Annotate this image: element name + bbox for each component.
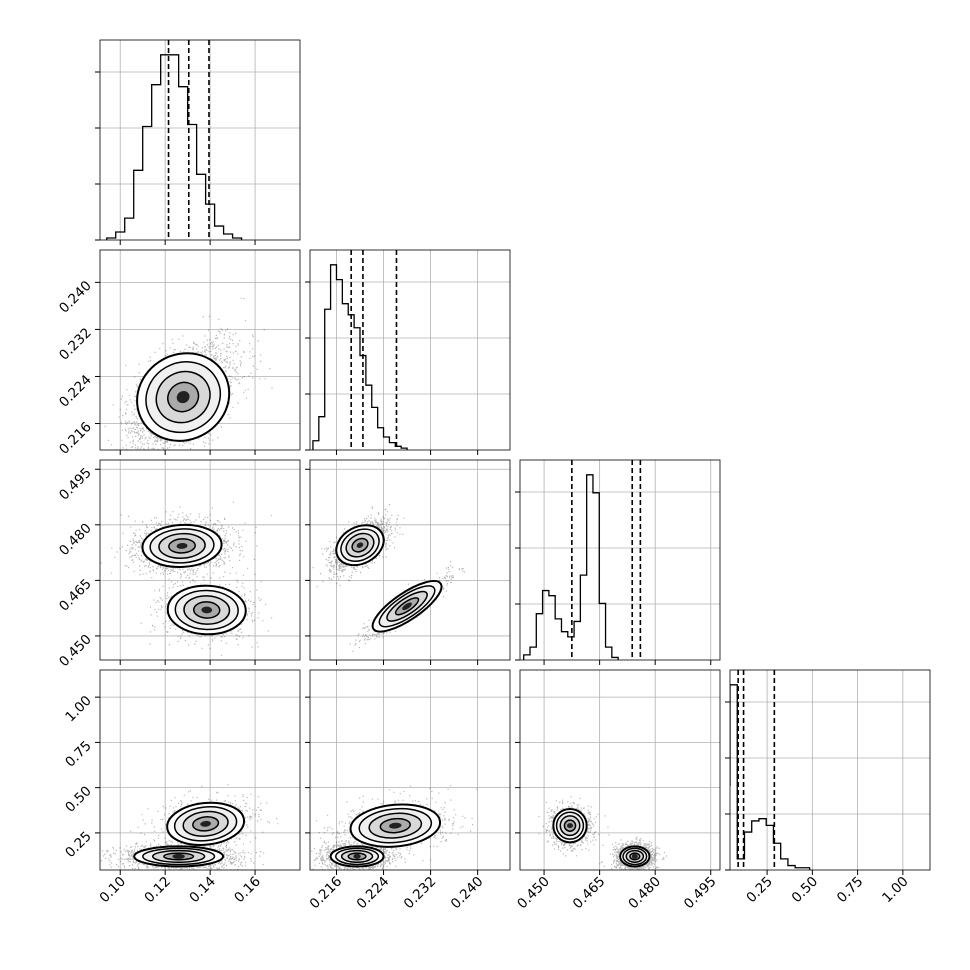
contour-1-4 [389, 822, 402, 829]
grid [730, 670, 930, 870]
histogram-p0 [106, 54, 243, 240]
y-tick-label-p3: 0.75 [62, 738, 95, 771]
x-tick-label-p0: 0.10 [96, 874, 129, 907]
y-tick-label-p1: 0.240 [56, 278, 95, 317]
x-tick-label-p0: 0.12 [141, 874, 174, 907]
scatter-p3-p2 [538, 796, 668, 870]
x-tick-label-p1: 0.224 [354, 874, 393, 913]
scatter-p2-p0 [100, 501, 273, 657]
contour-1-4 [567, 823, 573, 829]
panel-frame [99, 459, 301, 661]
x-tick-label-p1: 0.240 [448, 874, 487, 913]
y-tick-label-p2: 0.495 [56, 465, 95, 504]
scatter-p3-p0 [100, 784, 279, 870]
panel-p1-p1 [305, 249, 511, 455]
y-tick-label-p2: 0.465 [56, 576, 95, 615]
contour-1-4 [200, 820, 211, 827]
panel-frame [519, 669, 721, 871]
contour-0-4 [176, 542, 188, 549]
x-tick-label-p1: 0.232 [401, 874, 440, 913]
y-tick-label-p3: 0.50 [62, 783, 95, 816]
x-tick-label-p3: 1.00 [879, 874, 912, 907]
panel-p3-p2: 0.450 0.465 0.480 0.495 [514, 669, 721, 913]
sample-points [100, 501, 273, 657]
x-tick-label-p0: 0.14 [186, 874, 219, 907]
y-tick-label-p1: 0.224 [56, 372, 95, 411]
x-tick-label-p2: 0.450 [514, 874, 553, 913]
x-tick-label-p0: 0.16 [231, 874, 264, 907]
histogram-p3 [730, 684, 811, 870]
contour-1-4 [402, 602, 412, 611]
grid [520, 460, 720, 660]
scatter-p3-p1 [311, 785, 478, 870]
panel-p3-p1: 0.216 0.224 0.232 0.240 [305, 669, 511, 913]
y-tick-label-p3: 0.25 [62, 828, 95, 861]
y-tick-label-p1: 0.216 [56, 419, 95, 458]
panel-frame [309, 669, 511, 871]
x-tick-label-p3: 0.25 [743, 874, 776, 907]
x-tick-label-p2: 0.465 [570, 874, 609, 913]
panel-frame [309, 459, 511, 661]
y-tick-label-p2: 0.450 [56, 631, 95, 670]
y-tick-label-p1: 0.232 [56, 325, 95, 364]
panel-p0-p0 [95, 39, 301, 245]
panel-p3-p0: 0.10 0.12 0.14 0.16 0.25 0.50 0.75 1.00 [62, 669, 301, 907]
x-tick-label-p3: 0.50 [789, 874, 822, 907]
contour-0-4 [176, 390, 190, 404]
x-tick-label-p1: 0.216 [307, 874, 346, 913]
y-tick-label-p3: 1.00 [62, 693, 95, 726]
contour-0-4 [631, 853, 638, 859]
panel-frame [99, 249, 301, 451]
scatter-p1-p0 [104, 297, 273, 450]
contour-1-4 [201, 606, 213, 614]
y-tick-label-p2: 0.480 [56, 520, 95, 559]
contour-0-4 [353, 853, 361, 859]
panel-frame [99, 669, 301, 871]
panel-frame [99, 39, 301, 241]
contour-0-4 [356, 542, 364, 548]
histogram-p1 [312, 264, 408, 450]
x-tick-label-p2: 0.495 [681, 874, 720, 913]
panel-p2-p0: 0.450 0.465 0.480 0.495 [56, 459, 301, 670]
panel-frame [729, 669, 931, 871]
scatter-p2-p1 [312, 504, 466, 652]
contour-0-4 [172, 853, 185, 859]
histogram-p2 [523, 474, 619, 660]
panel-p3-p3: 0.25 0.50 0.75 1.00 [725, 669, 931, 907]
x-tick-label-p2: 0.480 [625, 874, 664, 913]
grid [100, 40, 300, 240]
panel-p1-p0: 0.216 0.224 0.232 0.240 [56, 249, 301, 458]
panel-frame [519, 459, 721, 661]
panel-p2-p2 [515, 459, 721, 665]
grid [520, 670, 720, 870]
grid [310, 250, 510, 450]
panel-p2-p1 [305, 459, 511, 665]
panel-frame [309, 249, 511, 451]
x-tick-label-p3: 0.75 [834, 874, 867, 907]
